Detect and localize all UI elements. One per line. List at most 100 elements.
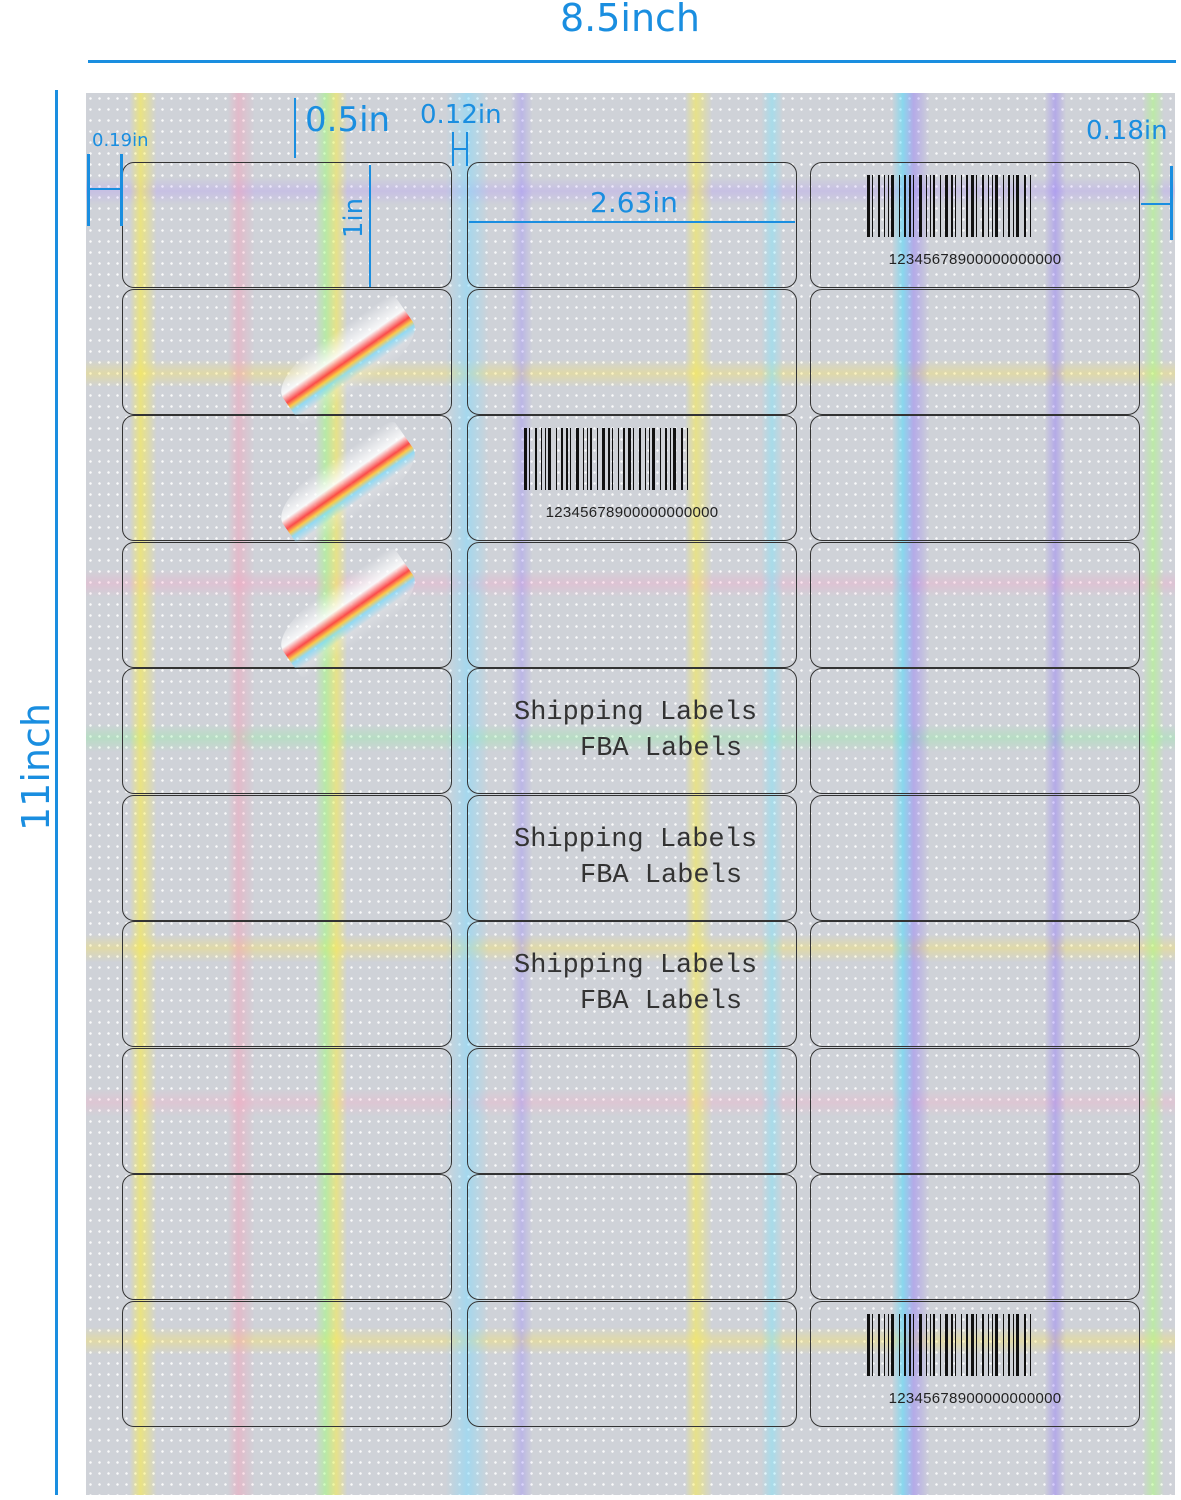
barcode-bar <box>930 1313 931 1376</box>
sample-text-line2: FBA Labels <box>580 734 743 764</box>
barcode-bar <box>1013 175 1014 237</box>
barcode-bar <box>976 175 977 237</box>
sheet-height-label: 11inch <box>13 703 58 831</box>
barcode-bar <box>909 175 911 237</box>
label-cell <box>467 162 797 288</box>
sample-label-text: Shipping Labels FBA Labels <box>468 948 796 1020</box>
barcode-bar <box>687 428 688 490</box>
barcode-bar <box>628 428 631 490</box>
barcode-bar <box>612 428 613 490</box>
sheet-width-label: 8.5inch <box>559 0 701 40</box>
barcode <box>867 175 1101 237</box>
barcode-bar <box>904 1313 906 1376</box>
barcode-bar <box>933 1313 935 1376</box>
barcode-bar <box>933 175 935 237</box>
barcode-bar <box>602 428 605 490</box>
barcode-bar <box>926 1313 927 1376</box>
barcode-bar <box>945 175 948 237</box>
barcode-bar <box>1008 1313 1010 1376</box>
barcode-bar <box>673 428 676 490</box>
left-margin-label: 0.19in <box>92 130 149 151</box>
label-cell <box>810 1174 1140 1300</box>
barcode-bar <box>545 428 546 490</box>
label-cell: Shipping Labels FBA Labels <box>467 921 797 1047</box>
barcode-bar <box>535 428 537 490</box>
label-cell <box>467 1174 797 1300</box>
barcode-bar <box>556 428 557 490</box>
sample-text-line1: Shipping Labels <box>514 824 758 855</box>
barcode-bar <box>899 175 900 237</box>
barcode-bar <box>597 428 598 490</box>
barcode-bar <box>878 175 880 237</box>
barcode-bar <box>583 428 584 490</box>
barcode-bar <box>570 428 571 490</box>
label-cell <box>810 794 1140 921</box>
barcode-bar <box>888 175 889 237</box>
barcode-bar <box>955 1313 956 1376</box>
label-width-label: 2.63in <box>590 186 678 219</box>
barcode-bar <box>633 428 634 490</box>
barcode-bar <box>904 175 906 237</box>
label-cell <box>122 794 452 921</box>
label-cell <box>810 541 1140 668</box>
barcode-bar <box>1024 175 1026 237</box>
barcode-bar <box>561 428 563 490</box>
left-margin-marker-bar <box>88 188 121 190</box>
barcode-bar <box>1030 175 1031 237</box>
barcode-bar <box>919 175 922 237</box>
barcode-bar <box>1003 1313 1004 1376</box>
peeled-corner <box>269 418 427 554</box>
left-margin-marker-b <box>120 154 123 226</box>
barcode-bar <box>961 1313 962 1376</box>
barcode-bar <box>976 1313 977 1376</box>
label-cell <box>122 921 452 1047</box>
barcode-bar <box>909 1313 911 1376</box>
label-cell <box>810 288 1140 415</box>
barcode-bar <box>919 1313 922 1376</box>
barcode-bar <box>639 428 641 490</box>
holographic-label-sheet <box>86 93 1175 1495</box>
label-cell: 12345678900000000000 <box>467 415 797 541</box>
barcode-bar <box>1030 1313 1031 1376</box>
barcode-bar <box>884 1313 885 1376</box>
barcode-bar <box>951 175 953 237</box>
barcode-bar <box>590 428 592 490</box>
barcode-bar <box>670 428 671 490</box>
barcode-bar <box>930 175 931 237</box>
label-cell <box>467 1047 797 1174</box>
barcode-bar <box>988 1313 989 1376</box>
column-gap-label: 0.12in <box>420 100 502 130</box>
right-margin-marker-bar <box>1141 203 1171 205</box>
sample-text-line1: Shipping Labels <box>514 951 758 981</box>
barcode-bar <box>867 1313 870 1376</box>
barcode-bar <box>961 175 962 237</box>
barcode-bar <box>891 1313 894 1376</box>
barcode-bar <box>966 175 968 237</box>
barcode-bar <box>1013 1313 1014 1376</box>
top-margin-arrow <box>294 98 296 158</box>
barcode-bar <box>587 428 588 490</box>
barcode-bar <box>971 175 974 237</box>
barcode-bar <box>992 175 993 237</box>
barcode-bar <box>665 428 667 490</box>
label-cell <box>810 668 1140 794</box>
barcode-bar <box>1008 175 1010 237</box>
barcode-bar <box>899 1313 900 1376</box>
label-cell <box>122 162 452 288</box>
barcode-bar <box>940 175 941 237</box>
right-margin-label: 0.18in <box>1086 116 1168 146</box>
label-cell <box>122 288 452 428</box>
barcode-bar <box>1016 1313 1019 1376</box>
barcode-bar <box>1003 175 1004 237</box>
barcode-bar <box>992 1313 993 1376</box>
barcode-bar <box>618 428 619 490</box>
label-cell <box>122 1300 452 1427</box>
barcode-bar <box>1024 1313 1026 1376</box>
barcode-number: 12345678900000000000 <box>545 504 719 521</box>
barcode-bar <box>541 428 542 490</box>
barcode-bar <box>995 175 998 237</box>
label-cell <box>467 541 797 668</box>
barcode <box>867 1313 1101 1376</box>
label-width-arrow <box>469 221 795 223</box>
label-cell <box>122 1047 452 1174</box>
